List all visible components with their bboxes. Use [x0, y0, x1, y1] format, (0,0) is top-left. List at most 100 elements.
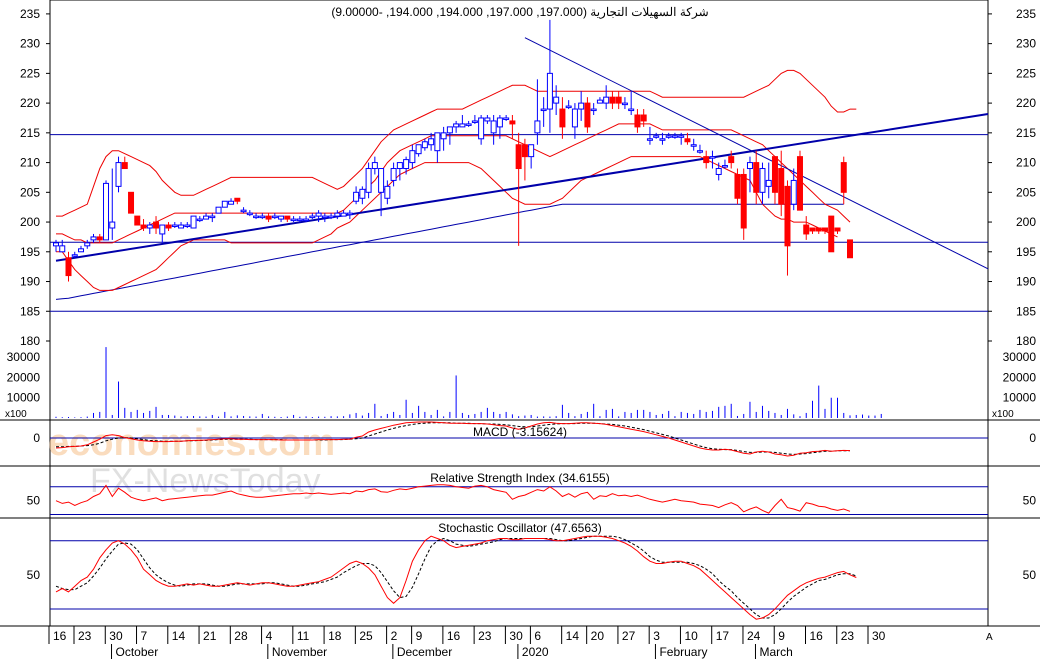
x-day-label: 16	[53, 629, 67, 643]
candle-body-up	[628, 108, 635, 112]
candle-body-up	[371, 162, 378, 170]
candle-body-up	[578, 102, 585, 110]
candle-body-up	[228, 200, 235, 205]
candle-body-up	[484, 117, 491, 122]
price-tick-left: 200	[20, 215, 40, 229]
price-tick-right: 210	[1016, 156, 1036, 170]
price-tick-left: 210	[20, 156, 40, 170]
price-tick-left: 225	[20, 66, 40, 80]
candle-body-up	[646, 138, 653, 141]
candle-body-down	[121, 162, 128, 170]
candle-body-down	[559, 108, 566, 128]
candle-body-down	[778, 168, 785, 205]
candle-body-up	[296, 218, 303, 222]
x-day-label: 30	[872, 629, 886, 643]
volume-unit-right: x100	[992, 409, 1014, 420]
macd-zero-label-left: 0	[33, 431, 40, 445]
candle-body-down	[834, 227, 841, 232]
candle-body-down	[703, 156, 710, 164]
x-day-label: 23	[841, 629, 855, 643]
x-day-label: 6	[534, 629, 541, 643]
candle-body-up	[328, 215, 335, 219]
candle-body-up	[384, 185, 391, 199]
candle-body-up	[590, 108, 597, 112]
candle-body-up	[440, 132, 447, 140]
candle-body-up	[428, 138, 435, 146]
candle-body-up	[278, 215, 285, 220]
trendline-support	[55, 113, 989, 262]
x-month-label: 2020	[522, 645, 549, 659]
price-tick-right: 195	[1016, 245, 1036, 259]
price-tick-right: 180	[1016, 334, 1036, 348]
candle-body-up	[659, 138, 666, 141]
x-day-label: 30	[109, 629, 123, 643]
candle-body-up	[190, 215, 197, 229]
price-tick-right: 220	[1016, 96, 1036, 110]
x-day-label: 9	[778, 629, 785, 643]
rsi-title: Relative Strength Index (34.6155)	[430, 471, 609, 485]
candle-body-down	[803, 224, 810, 235]
candle-body-down	[784, 185, 791, 247]
price-panel: 180 180 185 185 190 190 195 195 200 200 205 205 210 2…	[20, 7, 1036, 348]
candle-body-up	[421, 141, 428, 149]
volume-tick-left: 30000	[7, 350, 41, 364]
candle-body-up	[196, 218, 203, 222]
candle-body-down	[728, 156, 735, 164]
candle-body-down	[128, 191, 135, 214]
candle-body-up	[621, 102, 628, 106]
candle-body-up	[396, 162, 403, 170]
candle-body-up	[240, 209, 247, 213]
candle-body-up	[109, 221, 116, 229]
candle-body-down	[809, 227, 816, 232]
panel-frames	[0, 0, 1040, 627]
candle-body-up	[203, 215, 210, 220]
candle-body-down	[615, 96, 622, 104]
candle-body-up	[671, 135, 678, 138]
x-day-label: 24	[747, 629, 761, 643]
x-day-label: 27	[622, 629, 636, 643]
price-tick-left: 235	[20, 7, 40, 21]
rsi-tick-right: 50	[1023, 494, 1037, 508]
candle-body-down	[515, 144, 522, 170]
candle-body-up	[253, 215, 260, 219]
candle-body-up	[259, 215, 266, 219]
x-day-label: 16	[809, 629, 823, 643]
candle-body-up	[746, 162, 753, 170]
candle-body-down	[265, 215, 272, 220]
candle-body-up	[446, 126, 453, 134]
price-tick-left: 190	[20, 275, 40, 289]
x-day-label: 18	[328, 629, 342, 643]
candle-body-up	[390, 168, 397, 181]
candle-body-up	[359, 188, 366, 199]
candle-body-up	[409, 150, 416, 164]
price-tick-left: 205	[20, 185, 40, 199]
x-month-label: March	[759, 645, 792, 659]
rsi-line	[55, 484, 851, 514]
candle-body-down	[796, 156, 803, 211]
candle-body-up	[546, 72, 553, 110]
candle-body-up	[334, 212, 341, 217]
candle-body-up	[271, 215, 278, 219]
volume-tick-left: 10000	[7, 391, 41, 405]
macd-title: MACD (-3.15624)	[473, 425, 567, 439]
candle-body-up	[790, 179, 797, 205]
price-tick-right: 225	[1016, 66, 1036, 80]
candle-body-down	[828, 215, 835, 253]
x-day-label: 30	[509, 629, 523, 643]
volume-tick-right: 10000	[1003, 391, 1037, 405]
candle-body-up	[709, 156, 716, 159]
x-day-label: 28	[234, 629, 248, 643]
x-day-label: 11	[297, 629, 310, 643]
candle-body-up	[528, 144, 535, 158]
price-tick-right: 230	[1016, 37, 1036, 51]
price-tick-left: 230	[20, 37, 40, 51]
candle-body-up	[115, 162, 122, 187]
macd-line	[55, 421, 851, 457]
macd-panel: 0 0 MACD (-3.15624)	[33, 421, 1036, 457]
candle-body-up	[71, 254, 78, 257]
candle-body-down	[821, 227, 828, 232]
candle-body-up	[715, 168, 722, 175]
price-tick-left: 185	[20, 304, 40, 318]
candle-body-up	[765, 179, 772, 187]
candle-body-up	[303, 218, 310, 222]
